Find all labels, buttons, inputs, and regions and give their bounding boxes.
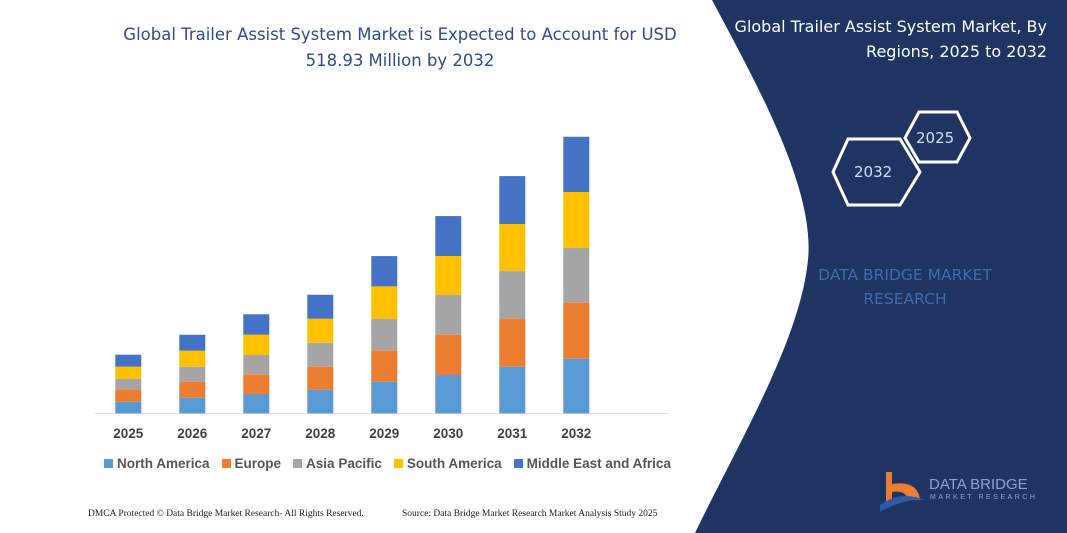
- bar-segment-2027-1: [243, 374, 270, 395]
- bar-segment-2030-1: [435, 334, 462, 376]
- footer-source: Source: Data Bridge Market Research Mark…: [402, 509, 658, 519]
- legend-swatch-icon: [513, 459, 523, 468]
- bar-segment-2026-1: [179, 381, 206, 398]
- bar-segment-2026-0: [179, 397, 206, 414]
- legend-item: Asia Pacific: [293, 456, 382, 471]
- bar-segment-2029-0: [371, 381, 398, 414]
- legend-label: South America: [406, 456, 502, 471]
- hex-label-end: 2032: [854, 163, 893, 181]
- brand-line-2: RESEARCH: [863, 290, 947, 308]
- logo-icon: [880, 472, 925, 512]
- bar-segment-2032-2: [563, 248, 590, 303]
- bar-segment-2027-0: [243, 394, 270, 414]
- legend-item: South America: [393, 456, 502, 471]
- bar-segment-2026-2: [179, 366, 206, 382]
- bar-segment-2027-3: [243, 334, 270, 355]
- footer-copyright: DMCA Protected © Data Bridge Market Rese…: [88, 509, 364, 519]
- legend-swatch-icon: [104, 459, 113, 468]
- bar-segment-2029-2: [371, 319, 398, 351]
- bar-segment-2032-1: [563, 302, 590, 359]
- bar-segment-2032-4: [563, 136, 590, 193]
- bar-segment-2031-4: [499, 176, 526, 225]
- x-tick-label: 2032: [561, 426, 592, 441]
- brand-watermark: DATA BRIDGE MARKET RESEARCH: [800, 263, 1010, 311]
- bar-segment-2032-0: [563, 358, 590, 414]
- legend-swatch-icon: [293, 459, 303, 468]
- bar-segment-2025-0: [115, 401, 142, 414]
- bar-segment-2031-1: [499, 319, 526, 367]
- legend-swatch-icon: [393, 459, 403, 468]
- legend-label: North America: [117, 456, 210, 471]
- legend-item: Europe: [221, 456, 282, 471]
- legend-swatch-icon: [221, 459, 231, 468]
- x-tick-label: 2030: [433, 426, 464, 441]
- bar-segment-2029-3: [371, 286, 398, 320]
- legend-label: Europe: [234, 456, 282, 471]
- bar-segment-2025-4: [115, 354, 142, 367]
- bar-segment-2028-2: [307, 342, 334, 367]
- bar-segment-2026-4: [179, 334, 206, 351]
- bar-segment-2028-4: [307, 294, 334, 319]
- bar-segment-2030-4: [435, 216, 462, 257]
- legend-item: North America: [104, 456, 210, 471]
- bar-segment-2031-0: [499, 366, 526, 414]
- side-title: Global Trailer Assist System Market, By …: [734, 17, 1047, 61]
- bar-segment-2027-2: [243, 354, 270, 375]
- chart-title: Global Trailer Assist System Market is E…: [123, 25, 677, 70]
- brand-line-1: DATA BRIDGE MARKET: [818, 266, 992, 284]
- x-tick-label: 2026: [177, 426, 208, 441]
- bar-segment-2028-1: [307, 366, 334, 390]
- x-tick-label: 2028: [305, 426, 336, 441]
- bar-segment-2026-3: [179, 350, 206, 367]
- logo-name: DATA BRIDGE: [929, 476, 1028, 493]
- x-tick-label: 2027: [241, 426, 272, 441]
- hexagon-2032-icon: [831, 137, 922, 207]
- x-tick-label: 2025: [113, 426, 144, 441]
- x-tick-label: 2029: [369, 426, 400, 441]
- bar-segment-2025-2: [115, 378, 142, 390]
- bar-segment-2025-3: [115, 366, 142, 379]
- bar-segment-2025-1: [115, 389, 142, 402]
- side-panel: [695, 0, 1067, 533]
- bar-segment-2027-4: [243, 314, 270, 335]
- hex-label-start: 2025: [916, 129, 955, 147]
- bar-segment-2031-3: [499, 224, 526, 272]
- bar-segment-2030-0: [435, 375, 462, 414]
- bar-segment-2031-2: [499, 271, 526, 320]
- x-tick-label: 2031: [497, 426, 528, 441]
- bar-segment-2029-1: [371, 350, 398, 382]
- bar-segment-2030-3: [435, 256, 462, 296]
- logo-subtitle: MARKET RESEARCH: [930, 494, 1038, 501]
- bar-segment-2028-3: [307, 318, 334, 343]
- bar-segment-2030-2: [435, 295, 462, 335]
- hexagon-2025-icon: [903, 110, 972, 164]
- legend-item: Middle East and Africa: [513, 456, 671, 471]
- legend-label: Middle East and Africa: [526, 456, 671, 471]
- bars-group: [115, 136, 590, 414]
- bar-segment-2032-3: [563, 192, 590, 249]
- bar-segment-2029-4: [371, 256, 398, 287]
- bar-segment-2028-0: [307, 389, 334, 414]
- legend: North America Europe Asia Pacific South Ame…: [104, 456, 671, 471]
- legend-label: Asia Pacific: [306, 456, 382, 471]
